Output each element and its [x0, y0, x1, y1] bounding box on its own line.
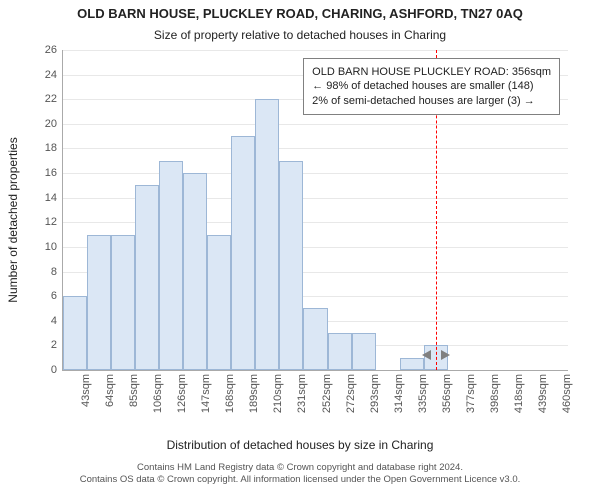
- y-tick-label: 10: [45, 241, 57, 253]
- histogram-bar: [63, 296, 87, 370]
- histogram-bar: [279, 161, 303, 370]
- y-tick-label: 12: [45, 216, 57, 228]
- chart-title: OLD BARN HOUSE, PLUCKLEY ROAD, CHARING, …: [0, 6, 600, 21]
- x-tick-label: 147sqm: [200, 374, 212, 434]
- plot-area: 0246810121416182022242643sqm64sqm85sqm10…: [62, 50, 568, 371]
- y-tick-label: 22: [45, 93, 57, 105]
- x-tick-label: 252sqm: [321, 374, 333, 434]
- legend-line: OLD BARN HOUSE PLUCKLEY ROAD: 356sqm: [312, 65, 551, 79]
- y-axis-label: Number of detached properties: [6, 60, 20, 380]
- legend-line: 2% of semi-detached houses are larger (3…: [312, 94, 551, 108]
- y-tick-label: 20: [45, 118, 57, 130]
- y-tick-label: 4: [51, 315, 57, 327]
- x-tick-label: 85sqm: [128, 374, 140, 434]
- x-tick-label: 398sqm: [489, 374, 501, 434]
- x-tick-label: 231sqm: [296, 374, 308, 434]
- x-tick-label: 439sqm: [537, 374, 549, 434]
- y-tick-label: 18: [45, 142, 57, 154]
- x-tick-label: 293sqm: [369, 374, 381, 434]
- histogram-bar: [183, 173, 207, 370]
- y-tick-label: 14: [45, 192, 57, 204]
- histogram-bar: [111, 235, 135, 370]
- histogram-bar: [87, 235, 111, 370]
- chart-subtitle: Size of property relative to detached ho…: [0, 28, 600, 42]
- x-tick-label: 64sqm: [104, 374, 116, 434]
- y-tick-label: 24: [45, 69, 57, 81]
- x-tick-label: 126sqm: [176, 374, 188, 434]
- x-tick-label: 168sqm: [224, 374, 236, 434]
- x-tick-label: 418sqm: [513, 374, 525, 434]
- histogram-bar: [400, 358, 424, 370]
- histogram-bar: [352, 333, 376, 370]
- x-tick-label: 106sqm: [152, 374, 164, 434]
- credit-text: Contains HM Land Registry data © Crown c…: [0, 462, 600, 486]
- histogram-bar: [303, 308, 327, 370]
- y-tick-label: 0: [51, 364, 57, 376]
- arrow-right-icon: [441, 350, 450, 360]
- legend-line: ← 98% of detached houses are smaller (14…: [312, 79, 551, 93]
- y-tick-label: 16: [45, 167, 57, 179]
- arrow-left-icon: [422, 350, 431, 360]
- x-tick-label: 460sqm: [561, 374, 573, 434]
- histogram-bar: [328, 333, 352, 370]
- legend-box: OLD BARN HOUSE PLUCKLEY ROAD: 356sqm← 98…: [303, 58, 560, 115]
- grid-line: [63, 50, 568, 51]
- x-tick-label: 377sqm: [465, 374, 477, 434]
- x-tick-label: 189sqm: [248, 374, 260, 434]
- x-axis-label: Distribution of detached houses by size …: [0, 438, 600, 452]
- y-tick-label: 26: [45, 44, 57, 56]
- x-tick-label: 272sqm: [345, 374, 357, 434]
- x-tick-label: 210sqm: [272, 374, 284, 434]
- y-tick-label: 6: [51, 290, 57, 302]
- histogram-bar: [159, 161, 183, 370]
- x-tick-label: 43sqm: [80, 374, 92, 434]
- chart-container: OLD BARN HOUSE, PLUCKLEY ROAD, CHARING, …: [0, 0, 600, 500]
- y-tick-label: 8: [51, 266, 57, 278]
- histogram-bar: [231, 136, 255, 370]
- histogram-bar: [135, 185, 159, 370]
- y-tick-label: 2: [51, 339, 57, 351]
- grid-line: [63, 148, 568, 149]
- x-tick-label: 356sqm: [441, 374, 453, 434]
- histogram-bar: [255, 99, 279, 370]
- grid-line: [63, 124, 568, 125]
- x-tick-label: 335sqm: [417, 374, 429, 434]
- grid-line: [63, 173, 568, 174]
- histogram-bar: [207, 235, 231, 370]
- x-tick-label: 314sqm: [393, 374, 405, 434]
